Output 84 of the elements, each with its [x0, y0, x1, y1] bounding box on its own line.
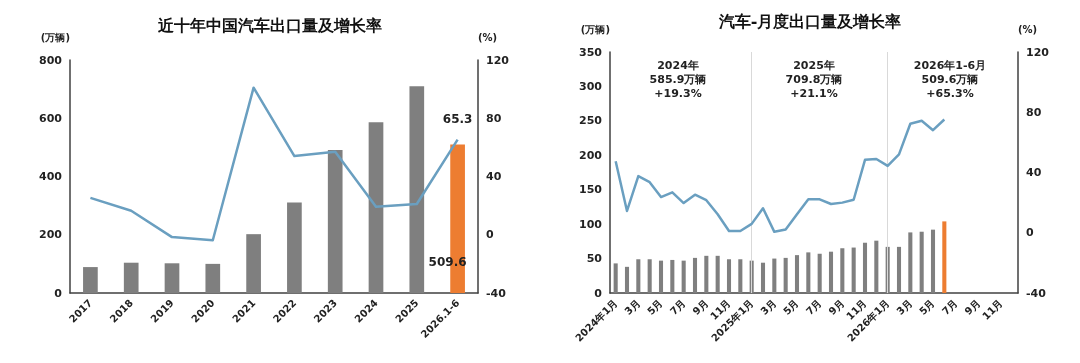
- bar: [908, 232, 913, 293]
- bar: [874, 240, 879, 293]
- bar: [806, 252, 811, 293]
- x-tick-label: 7月: [803, 297, 824, 317]
- bar: [636, 259, 641, 293]
- y-tick-label: 200: [579, 148, 603, 162]
- y2-axis-title: (%): [1018, 23, 1038, 35]
- bar: [681, 260, 686, 293]
- x-tick-label: 3月: [758, 297, 779, 317]
- y2-tick-label: -40: [486, 286, 507, 300]
- x-tick-label: 5月: [917, 297, 937, 317]
- bar: [205, 263, 221, 293]
- bar: [851, 247, 856, 293]
- x-tick-label: 7月: [667, 297, 688, 317]
- y2-tick-label: 80: [1026, 105, 1042, 119]
- y2-tick-label: -40: [1026, 286, 1047, 300]
- y-tick-label: 250: [579, 114, 603, 128]
- bar: [783, 257, 788, 293]
- bar: [840, 248, 845, 293]
- y-tick-label: 200: [39, 228, 63, 242]
- y-tick-label: 100: [579, 217, 603, 231]
- y2-tick-label: 40: [486, 170, 502, 183]
- x-tick-label: 5月: [781, 297, 801, 317]
- bar: [726, 259, 732, 293]
- x-tick-label: 5月: [645, 297, 665, 317]
- data-label: 65.3: [442, 111, 473, 126]
- y-tick-label: 0: [54, 286, 63, 300]
- bar: [327, 150, 343, 293]
- y-tick-label: 400: [39, 170, 63, 183]
- bar: [896, 246, 902, 293]
- chart-title: 汽车-月度出口量及增长率: [717, 11, 902, 31]
- y-tick-label: 300: [579, 79, 603, 93]
- y-tick-label: 350: [579, 45, 603, 59]
- x-tick-label: 9月: [690, 297, 711, 317]
- y2-tick-label: 0: [486, 228, 494, 242]
- bar: [246, 234, 261, 293]
- y-tick-label: 800: [39, 53, 63, 67]
- bar: [624, 266, 630, 293]
- bar: [704, 255, 709, 293]
- line-series: [614, 118, 946, 234]
- x-tick-label: 11月: [980, 297, 1005, 322]
- chart-title: 近十年中国汽车出口量及增长率: [157, 15, 382, 35]
- bar: [772, 258, 777, 293]
- y2-tick-label: 80: [486, 111, 502, 125]
- x-tick-label: 3月: [622, 297, 643, 317]
- y-tick-label: 150: [579, 183, 603, 197]
- bar: [828, 251, 834, 293]
- bar: [164, 263, 180, 293]
- bar: [692, 257, 698, 293]
- annotation: 2024年 585.9万辆 +19.3%: [649, 58, 707, 100]
- bar: [287, 202, 302, 293]
- bar: [919, 231, 924, 293]
- y2-axis-title: (%): [478, 31, 498, 43]
- annotation: 2026年1-6月 509.6万辆 +65.3%: [913, 58, 987, 100]
- bar: [123, 262, 139, 293]
- bar: [83, 267, 98, 293]
- x-tick-label: 7月: [939, 297, 960, 317]
- bar: [942, 221, 947, 293]
- y2-tick-label: 0: [1026, 226, 1034, 240]
- y2-tick-label: 40: [1026, 166, 1042, 179]
- y-tick-label: 0: [594, 286, 603, 300]
- y2-tick-label: 120: [486, 53, 510, 67]
- bar: [817, 253, 822, 293]
- x-tick-label: 3月: [894, 297, 915, 317]
- y-tick-label: 50: [586, 252, 603, 266]
- x-tick-label: 9月: [962, 297, 983, 317]
- bar: [613, 263, 618, 293]
- y2-tick-label: 120: [1026, 45, 1050, 59]
- y-axis-title: (万辆): [580, 23, 610, 35]
- bar: [760, 262, 766, 293]
- y-tick-label: 600: [39, 111, 63, 125]
- bar: [715, 255, 720, 293]
- annotation: 2025年 709.8万辆 +21.1%: [785, 58, 843, 100]
- x-tick-label: 9月: [826, 297, 847, 317]
- bar: [738, 259, 743, 293]
- y-axis-title: (万辆): [40, 31, 70, 43]
- bar: [930, 229, 936, 293]
- bar: [862, 242, 868, 293]
- bar: [368, 122, 384, 293]
- bar: [670, 259, 675, 293]
- bar: [409, 86, 425, 293]
- bar: [794, 255, 800, 293]
- bar: [647, 259, 652, 293]
- bar: [658, 260, 664, 293]
